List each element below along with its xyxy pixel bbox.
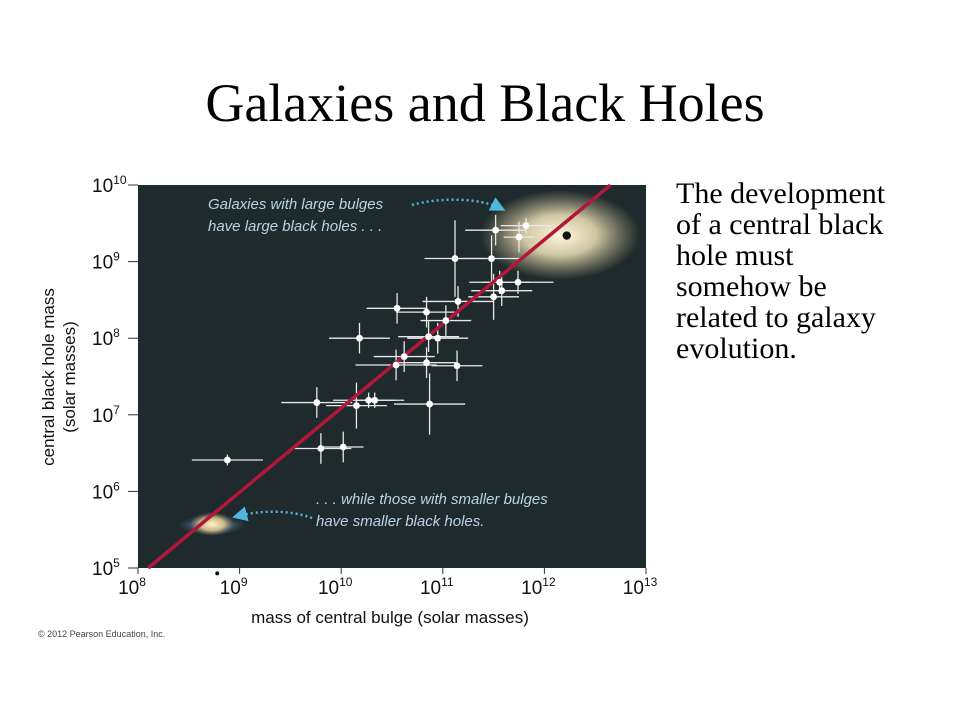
- data-point: [426, 400, 433, 408]
- fit-line-group: [147, 183, 612, 570]
- data-point: [356, 334, 363, 342]
- y-tick-exponent: 10: [113, 173, 127, 187]
- x-axis-label: mass of central bulge (solar masses): [251, 608, 529, 627]
- x-tick-label: 1010: [318, 575, 353, 599]
- y-tick-label: 105: [92, 556, 120, 580]
- data-point: [392, 361, 400, 369]
- data-point: [442, 317, 450, 324]
- body-line: somehow be: [676, 270, 827, 303]
- data-point: [490, 293, 497, 301]
- body-line: of a central black: [676, 208, 884, 241]
- data-point: [423, 359, 430, 367]
- large-galaxy-image: [480, 190, 640, 280]
- y-axis-label-line-1: central black hole mass: [39, 288, 58, 466]
- data-point: [423, 308, 430, 316]
- body-line: evolution.: [676, 332, 797, 365]
- fit-line: [147, 183, 612, 570]
- x-tick-exponent: 11: [441, 575, 454, 589]
- data-point: [434, 334, 442, 342]
- x-tick-label: 109: [220, 575, 248, 599]
- y-tick-label: 109: [92, 250, 120, 274]
- x-tick-exponent: 8: [139, 575, 146, 589]
- data-point: [224, 456, 231, 464]
- y-axis-label-line-2: (solar masses): [60, 321, 79, 432]
- annotation-large-bulges: Galaxies with large bulges have large bl…: [208, 196, 506, 235]
- slide-title: Galaxies and Black Holes: [205, 73, 765, 133]
- data-point: [365, 396, 373, 404]
- y-tick-exponent: 6: [113, 479, 120, 493]
- y-tick-label: 107: [92, 403, 120, 427]
- data-points: [215, 222, 571, 576]
- data-point: [313, 399, 321, 406]
- data-point: [393, 304, 401, 312]
- small-galaxy-point: [215, 571, 220, 576]
- data-point: [400, 353, 408, 360]
- data-point: [492, 226, 500, 234]
- data-point: [454, 298, 462, 305]
- data-point: [339, 443, 347, 451]
- x-tick-exponent: 9: [241, 575, 248, 589]
- y-tick-label: 1010: [92, 173, 127, 197]
- body-line: The development: [676, 177, 886, 210]
- data-point: [514, 278, 522, 286]
- data-point: [515, 233, 523, 241]
- data-point: [498, 287, 506, 295]
- data-point: [488, 255, 495, 262]
- x-tick-label: 1011: [420, 575, 454, 599]
- chart: Galaxies with large bulges have large bl…: [39, 173, 658, 627]
- annotation-small-bulges: . . . while those with smaller bulges ha…: [232, 491, 548, 530]
- large-galaxy-point: [562, 231, 571, 240]
- y-tick-exponent: 9: [113, 250, 120, 264]
- y-tick-exponent: 7: [113, 403, 120, 417]
- x-tick-exponent: 13: [644, 575, 658, 589]
- y-tick-exponent: 8: [113, 326, 120, 340]
- x-tick-label: 1012: [521, 575, 556, 599]
- x-tick-label: 108: [118, 575, 146, 599]
- y-tick-label: 106: [92, 479, 120, 503]
- x-tick-exponent: 10: [339, 575, 353, 589]
- annotation-small-arrow: [232, 506, 313, 522]
- data-point: [317, 445, 325, 452]
- body-line: related to galaxy: [676, 301, 876, 334]
- data-point: [371, 396, 379, 404]
- data-point: [522, 222, 530, 229]
- annotation-small-line-2: have smaller black holes.: [316, 513, 484, 530]
- x-tick-label: 1013: [623, 575, 658, 599]
- y-tick-label: 108: [92, 326, 120, 350]
- y-tick-exponent: 5: [113, 556, 120, 570]
- annotation-small-line-1: . . . while those with smaller bulges: [316, 491, 548, 508]
- data-point: [496, 278, 504, 286]
- data-point: [453, 362, 461, 370]
- annotation-large-line-2: have large black holes . . .: [208, 218, 382, 235]
- body-line: hole must: [676, 239, 794, 272]
- data-point: [451, 255, 459, 262]
- body-text: The development of a central black hole …: [676, 178, 946, 364]
- data-point: [425, 333, 432, 341]
- x-axis-ticks: 108 109 1010 1011 1012 1013: [118, 568, 658, 599]
- copyright-notice: © 2012 Pearson Education, Inc.: [38, 629, 166, 639]
- data-point: [353, 402, 360, 410]
- annotation-large-line-1: Galaxies with large bulges: [208, 196, 384, 213]
- x-tick-exponent: 12: [542, 575, 556, 589]
